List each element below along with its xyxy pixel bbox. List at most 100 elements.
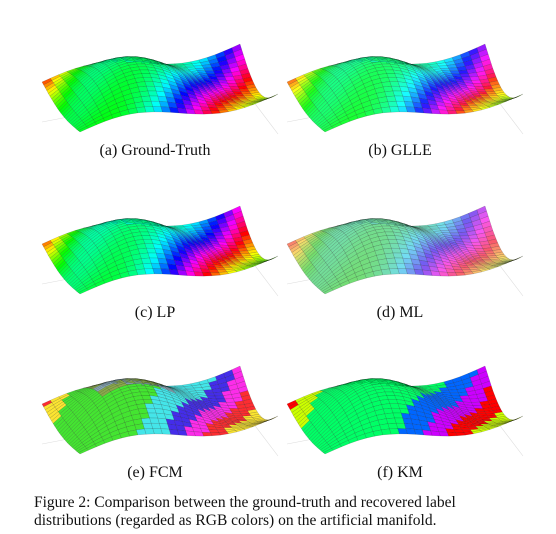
surface-cell	[380, 268, 392, 276]
surface-cell	[208, 107, 220, 111]
surface-cell	[503, 420, 514, 424]
surface-cell	[214, 395, 226, 400]
surface-cell	[364, 431, 375, 439]
surface-cell	[224, 76, 235, 81]
surface-cell	[453, 107, 465, 111]
surface-cell	[102, 436, 114, 444]
surface-cell	[263, 96, 274, 101]
surface-cell	[227, 83, 239, 87]
surface-cell	[364, 109, 375, 117]
surface-cell	[472, 83, 484, 87]
surface-cell	[227, 405, 239, 409]
surface-cell	[323, 448, 334, 455]
surface-cell	[347, 276, 359, 284]
surface-cell	[259, 259, 270, 264]
surface-cell	[201, 432, 213, 437]
surface-plot-km	[286, 365, 524, 457]
surface-cell	[208, 269, 220, 273]
surface-cell	[224, 238, 235, 243]
figure-caption-line-2: distributions (regarded as RGB colors) o…	[34, 512, 437, 529]
surface-cell	[119, 271, 130, 279]
panel-glle: (b) GLLE	[275, 10, 525, 165]
surface-cell	[503, 260, 514, 264]
surface-cell	[78, 288, 89, 295]
surface-cell	[253, 99, 264, 103]
surface-cell	[459, 395, 471, 400]
panel-caption-lp: (c) LP	[134, 304, 176, 321]
surface-cell	[214, 235, 226, 240]
surface-cell	[504, 97, 515, 102]
surface-cell	[380, 106, 392, 114]
surface-cell	[498, 421, 509, 425]
surface-cell	[453, 269, 465, 273]
surface-cell	[498, 99, 509, 103]
surface-cell	[201, 272, 213, 277]
surface-cell	[78, 126, 89, 133]
surface-cell	[102, 114, 114, 122]
surface-cell	[94, 118, 106, 125]
surface-cell	[226, 241, 237, 246]
surface-cell	[78, 448, 89, 455]
surface-cell	[94, 280, 106, 287]
surface-cell	[459, 235, 471, 240]
surface-cell	[339, 118, 351, 125]
surface-cell	[201, 110, 213, 115]
surface-cell	[386, 257, 397, 264]
panel-ml: (d) ML	[275, 172, 525, 327]
surface-cell	[226, 401, 237, 406]
surface-cell	[471, 241, 482, 246]
surface-cell	[347, 114, 359, 122]
panel-caption-ml: (d) ML	[376, 304, 424, 321]
surface-cell	[214, 73, 226, 78]
surface-cell	[339, 280, 351, 287]
surface-cell	[508, 96, 519, 101]
surface-cell	[119, 109, 130, 117]
surface-cell	[459, 73, 471, 78]
surface-plot-glle	[286, 43, 524, 135]
surface-plot-lp	[41, 205, 279, 297]
surface-cell	[498, 261, 509, 265]
figure-caption: Figure 2: Comparison between the ground-…	[34, 494, 534, 530]
panel-ground-truth: (a) Ground-Truth	[30, 10, 280, 165]
surface-cell	[266, 416, 277, 422]
surface-cell	[258, 420, 269, 424]
surface-cell	[141, 417, 152, 424]
surface-plot-fcm	[41, 365, 279, 457]
panel-lp: (c) LP	[30, 172, 280, 327]
surface-cell	[504, 259, 515, 264]
surface-cell	[208, 429, 220, 433]
surface-cell	[386, 95, 397, 102]
surface-cell	[511, 94, 522, 100]
surface-cell	[253, 421, 264, 425]
surface-cell	[135, 106, 147, 114]
figure-grid: (a) Ground-Truth (b) GLLE (c) LP (d) ML …	[30, 10, 525, 481]
panel-caption-km: (f) KM	[377, 464, 423, 481]
surface-cell	[472, 245, 484, 249]
surface-cell	[141, 95, 152, 102]
panel-caption-ground-truth: (a) Ground-Truth	[99, 142, 211, 159]
panel-caption-fcm: (e) FCM	[127, 464, 183, 481]
surface-cell	[258, 260, 269, 264]
surface-cell	[508, 418, 519, 423]
surface-cell	[511, 416, 522, 422]
panel-km: (f) KM	[275, 332, 525, 487]
surface-cell	[511, 256, 522, 262]
surface-cell	[503, 98, 514, 102]
surface-cell	[472, 405, 484, 409]
surface-plot-ground-truth	[41, 43, 279, 135]
surface-cell	[258, 98, 269, 102]
surface-cell	[227, 245, 239, 249]
surface-cell	[339, 440, 351, 447]
surface-cell	[364, 271, 375, 279]
surface-cell	[224, 398, 235, 403]
panel-fcm: (e) FCM	[30, 332, 280, 487]
surface-cell	[94, 440, 106, 447]
surface-cell	[508, 258, 519, 263]
surface-cell	[119, 431, 130, 439]
surface-cell	[380, 428, 392, 436]
surface-cell	[446, 110, 458, 115]
surface-cell	[141, 257, 152, 264]
surface-cell	[135, 428, 147, 436]
surface-cell	[259, 419, 270, 424]
surface-cell	[453, 429, 465, 433]
